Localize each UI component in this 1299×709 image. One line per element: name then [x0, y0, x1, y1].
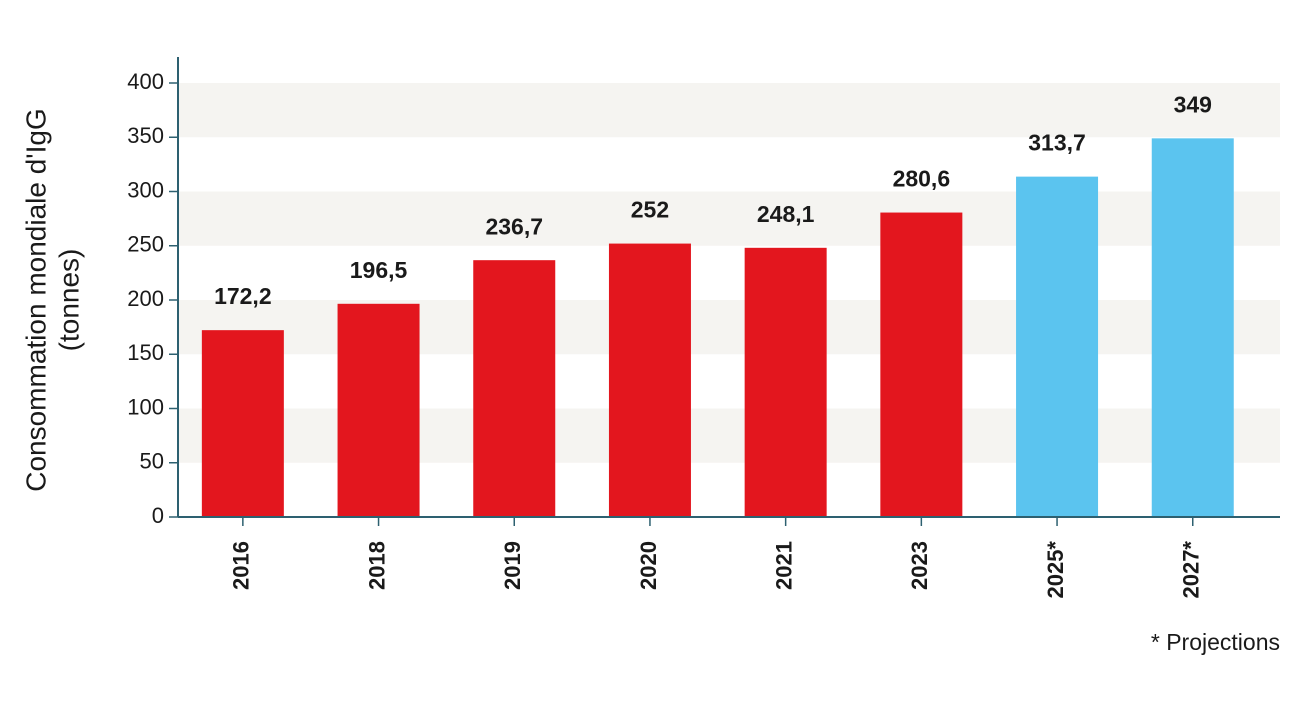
value-label: 252	[631, 197, 669, 223]
value-label: 349	[1174, 91, 1212, 117]
y-tick-label: 250	[127, 232, 164, 257]
bar	[608, 243, 691, 517]
value-label: 248,1	[757, 201, 815, 227]
x-tick-label: 2016	[229, 541, 254, 590]
x-tick-label: 2019	[500, 541, 525, 590]
bar	[201, 330, 284, 517]
value-label: 172,2	[214, 283, 272, 309]
x-tick-label: 2027*	[1179, 541, 1204, 599]
y-tick-label: 150	[127, 340, 164, 365]
bar	[744, 247, 827, 517]
value-label: 313,7	[1028, 130, 1086, 156]
value-label: 236,7	[485, 213, 543, 239]
y-axis-label: Consommation mondiale d'IgG	[20, 108, 51, 492]
y-tick-label: 100	[127, 394, 164, 419]
bar	[880, 212, 963, 517]
x-tick-label: 2023	[907, 541, 932, 590]
y-tick-label: 200	[127, 286, 164, 311]
value-label: 280,6	[893, 166, 951, 192]
x-tick-label: 2020	[636, 541, 661, 590]
x-tick-label: 2018	[364, 541, 389, 590]
y-axis-label: (tonnes)	[53, 249, 84, 352]
y-tick-label: 350	[127, 123, 164, 148]
grid-band	[178, 83, 1280, 138]
bar	[1151, 138, 1234, 517]
value-label: 196,5	[350, 257, 408, 283]
x-tick-label: 2025*	[1043, 541, 1068, 599]
y-tick-label: 0	[152, 503, 164, 528]
bar	[337, 303, 420, 517]
y-tick-label: 400	[127, 69, 164, 94]
y-tick-label: 50	[140, 449, 164, 474]
y-tick-label: 300	[127, 177, 164, 202]
x-tick-label: 2021	[771, 541, 796, 590]
footnote: * Projections	[1151, 629, 1280, 655]
grid-band	[178, 191, 1280, 246]
bar	[473, 260, 556, 517]
bar	[1016, 176, 1099, 517]
